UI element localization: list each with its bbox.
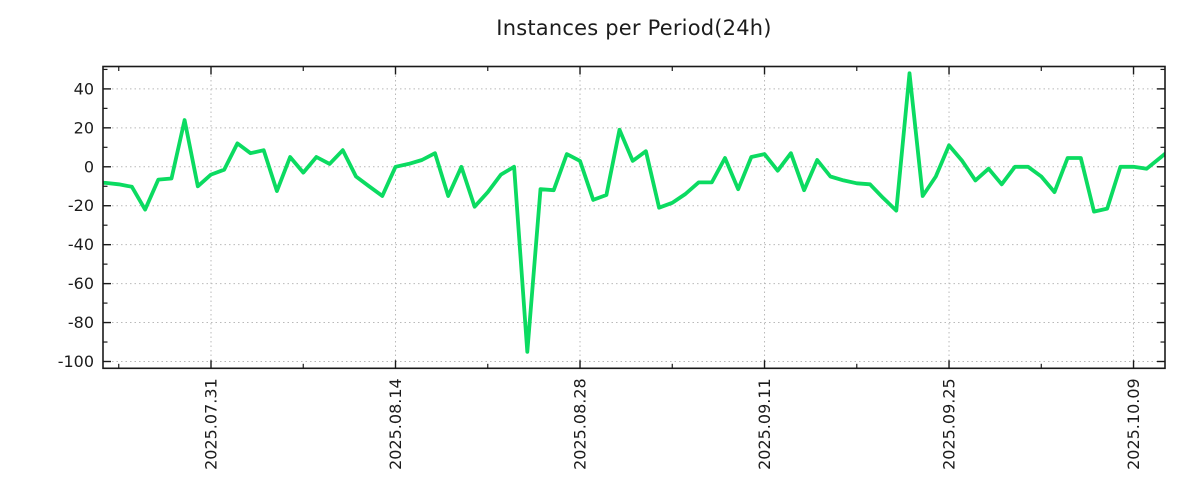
y-tick-label: -100 [58,352,94,371]
y-tick-label: -40 [68,235,94,254]
x-tick-label: 2025.10.09 [1124,378,1143,470]
x-tick-label: 2025.08.14 [386,378,405,470]
y-tick-label: -80 [68,313,94,332]
plot-frame [102,65,1166,370]
chart-title: Instances per Period(24h) [496,16,772,40]
y-tick-label: 0 [84,157,94,176]
y-tick-label: -60 [68,274,94,293]
y-tick-label: -20 [68,196,94,215]
y-tick-label: 20 [74,118,94,137]
y-tick-label: 40 [74,79,94,98]
x-tick-label: 2025.08.28 [571,378,590,470]
series-line [103,71,1165,354]
x-tick-label: 2025.09.11 [755,378,774,470]
x-tick-label: 2025.07.31 [202,378,221,470]
x-tick-label: 2025.09.25 [940,378,959,470]
